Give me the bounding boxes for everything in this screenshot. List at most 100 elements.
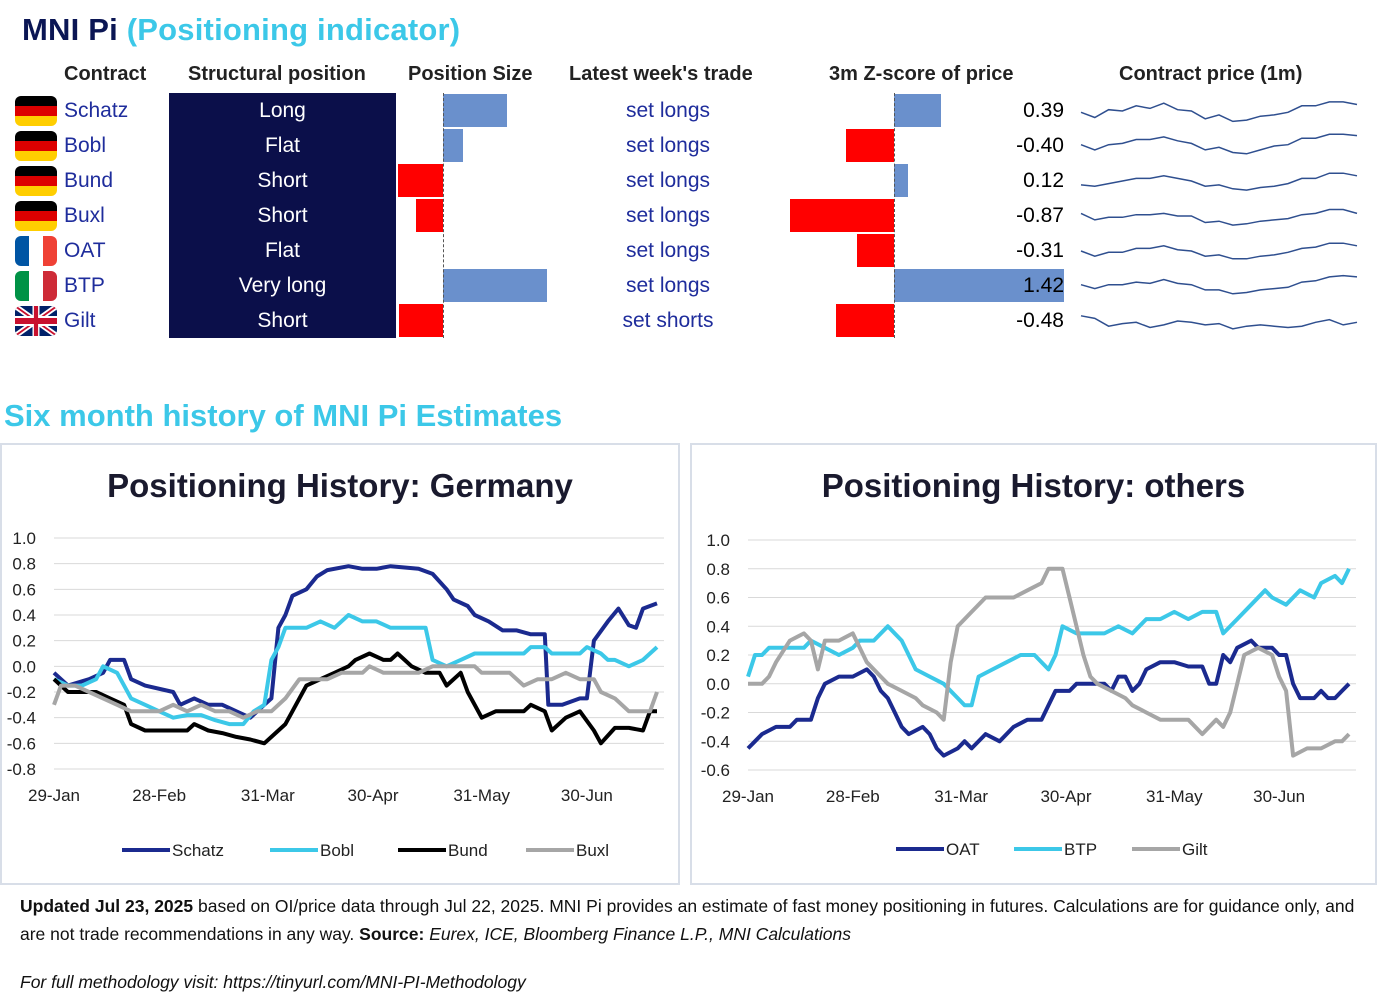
y-tick-label: -0.4 (7, 709, 36, 728)
x-tick-label: 30-Apr (1040, 787, 1091, 806)
zscore-value: -0.48 (1016, 309, 1064, 332)
germany-flag-icon (15, 131, 57, 161)
latest-trade: set longs (625, 239, 711, 262)
chart-germany: 1.0 0.8 0.6 0.4 0.2 0.0 -0.2 -0.4 -0.6 -0.8 29-Jan… (7, 529, 664, 860)
sparkline-path (1080, 101, 1358, 123)
series-line-oat (746, 638, 1351, 758)
latest-trade: set longs (625, 169, 711, 192)
y-tick-label: 0.0 (706, 675, 730, 694)
germany-flag-icon (15, 96, 57, 126)
sparkline-path (1080, 208, 1358, 226)
zscore-bar (836, 304, 894, 337)
x-tick-label: 28-Feb (826, 787, 880, 806)
contract-name: Buxl (64, 204, 105, 227)
legend-label: BTP (1064, 840, 1097, 859)
structural-position: Short (169, 198, 396, 233)
latest-trade: set longs (625, 134, 711, 157)
contract-name: OAT (64, 239, 106, 262)
chart-panel-others: Positioning History: others 1.0 0.8 0.6 0.4… (690, 443, 1377, 885)
sparkline-path (1080, 133, 1358, 155)
y-tick-label: -0.6 (7, 734, 36, 753)
chart-title-germany: Positioning History: Germany (107, 467, 573, 504)
sparkline-path (1080, 315, 1358, 330)
contract-name: Schatz (64, 99, 129, 122)
y-tick-label: 0.4 (12, 606, 36, 625)
footer-note: Updated Jul 23, 2025 based on OI/price d… (20, 896, 1355, 944)
zscore-value: 0.39 (1023, 99, 1064, 122)
price-sparkline (1080, 315, 1358, 330)
y-tick-label: -0.6 (701, 761, 730, 780)
header-price: Contract price (1m) (1119, 63, 1303, 85)
table-row: Buxl Short set longs -0.87 (0, 198, 1384, 233)
page-title: MNI Pi (Positioning indicator) (22, 12, 461, 47)
price-sparkline (1080, 101, 1358, 123)
structural-position: Flat (169, 233, 396, 268)
position-size-bar (399, 304, 443, 337)
zscore-axis-line (894, 93, 895, 338)
price-sparkline (1080, 274, 1358, 295)
legend-label: Bobl (320, 841, 354, 860)
legend-label: OAT (946, 840, 980, 859)
y-tick-label: 0.6 (706, 589, 730, 608)
contract-name: BTP (64, 274, 105, 297)
header-contract: Contract (64, 63, 147, 85)
y-tick-label: -0.8 (7, 760, 36, 779)
x-tick-label: 30-Apr (348, 786, 399, 805)
zscore-bar (856, 234, 894, 267)
x-tick-label: 31-Mar (934, 787, 988, 806)
header-structural: Structural position (188, 63, 366, 85)
table-row: Gilt Short set shorts -0.48 (0, 303, 1384, 338)
latest-trade: set longs (625, 274, 711, 297)
zscore-bar (789, 199, 894, 232)
header-trade: Latest week's trade (569, 63, 753, 85)
france-flag-icon (15, 236, 57, 266)
series-line-gilt (748, 566, 1351, 758)
series-line-schatz (52, 564, 658, 720)
x-tick-label: 28-Feb (132, 786, 186, 805)
chart-panel-germany: Positioning History: Germany 1.0 0.8 0.6 0.… (0, 443, 680, 885)
price-sparkline (1080, 172, 1358, 191)
y-tick-label: 0.4 (706, 617, 730, 636)
price-sparkline (1080, 133, 1358, 155)
germany-flag-icon (15, 166, 57, 196)
structural-position: Short (169, 163, 396, 198)
zscore-bar (894, 94, 941, 127)
italy-flag-icon (15, 271, 57, 301)
legend-label: Buxl (576, 841, 609, 860)
zscore-bar (894, 164, 909, 197)
size-axis-line (443, 93, 444, 338)
series-line-bobl (53, 613, 659, 727)
x-tick-label: 30-Jun (561, 786, 613, 805)
x-tick-label: 31-May (453, 786, 510, 805)
y-tick-label: -0.2 (7, 683, 36, 702)
zscore-value: -0.31 (1016, 239, 1064, 262)
zscore-value: 0.12 (1023, 169, 1064, 192)
sparkline-path (1080, 242, 1358, 260)
y-tick-label: 1.0 (12, 529, 36, 548)
y-tick-label: 0.8 (706, 560, 730, 579)
y-tick-label: 1.0 (706, 531, 730, 550)
position-size-bar (443, 129, 463, 162)
structural-position: Flat (169, 128, 396, 163)
sparkline-path (1080, 172, 1358, 191)
y-tick-label: 0.0 (12, 657, 36, 676)
legend-label: Bund (448, 841, 488, 860)
contract-name: Bund (64, 169, 114, 192)
x-tick-label: 29-Jan (28, 786, 80, 805)
contract-name: Gilt (64, 309, 96, 332)
x-tick-label: 29-Jan (722, 787, 774, 806)
series-line-bund (52, 651, 657, 746)
table-row: OAT Flat set longs -0.31 (0, 233, 1384, 268)
position-size-bar (443, 269, 547, 302)
sparkline-path (1080, 274, 1358, 295)
structural-position: Very long (169, 268, 396, 303)
price-sparkline (1080, 208, 1358, 226)
table-row: Bobl Flat set longs -0.40 (0, 128, 1384, 163)
footer-methodology: For full methodology visit: https://tiny… (20, 972, 526, 992)
table-row: Bund Short set longs 0.12 (0, 163, 1384, 198)
chart-title-others: Positioning History: others (821, 467, 1246, 504)
y-tick-label: 0.6 (12, 580, 36, 599)
series-line-btp (746, 567, 1351, 708)
latest-trade: set longs (625, 204, 711, 227)
table-row: BTP Very long set longs 1.42 (0, 268, 1384, 303)
